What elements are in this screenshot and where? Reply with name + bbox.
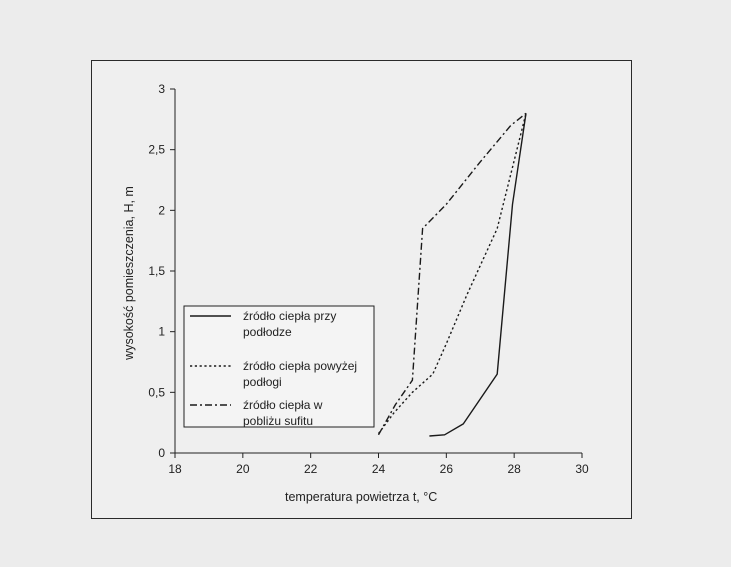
x-tick-label: 24 [372, 462, 386, 476]
y-tick-label: 0,5 [148, 385, 165, 399]
x-tick-label: 20 [236, 462, 250, 476]
y-tick-label: 3 [158, 82, 165, 96]
x-tick-label: 18 [168, 462, 182, 476]
chart: 18 20 22 24 26 28 30 0 0,5 1 1,5 2 2,5 3 temperatura… [122, 82, 589, 504]
legend-label-2: podłogi [243, 375, 282, 389]
y-tick-label: 2,5 [148, 143, 165, 157]
series-line-2 [377, 113, 527, 435]
x-tick-label: 28 [507, 462, 521, 476]
y-tick-label: 0 [158, 446, 165, 460]
y-tick-label: 1,5 [148, 264, 165, 278]
y-tick-label: 2 [158, 203, 165, 217]
plot-lines [377, 112, 527, 437]
x-axis-label: temperatura powietrza t, °C [285, 490, 437, 504]
legend-label-3: źródło ciepła w [243, 398, 323, 412]
legend-label-1: podłodze [243, 325, 292, 339]
y-ticks: 0 0,5 1 1,5 2 2,5 3 [148, 82, 175, 460]
legend-label-3: pobliżu sufitu [243, 414, 313, 428]
chart-frame: 18 20 22 24 26 28 30 0 0,5 1 1,5 2 2,5 3 temperatura… [91, 60, 632, 519]
legend-label-1: źródło ciepła przy [243, 309, 336, 323]
x-tick-label: 30 [575, 462, 589, 476]
y-axis-label: wysokość pomieszczenia, H, m [122, 186, 136, 361]
series-line-3 [377, 112, 527, 436]
x-tick-label: 22 [304, 462, 318, 476]
y-tick-label: 1 [158, 325, 165, 339]
series-line-1 [429, 113, 527, 437]
legend: źródło ciepła przy podłodze źródło ciepła … [183, 305, 375, 428]
x-tick-label: 26 [440, 462, 454, 476]
legend-label-2: źródło ciepła powyżej [243, 359, 357, 373]
x-ticks: 18 20 22 24 26 28 30 [168, 453, 589, 476]
